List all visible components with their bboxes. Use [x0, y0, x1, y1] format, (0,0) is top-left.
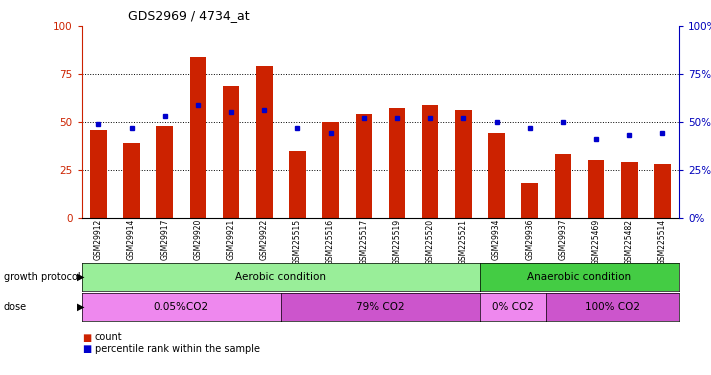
- Text: Aerobic condition: Aerobic condition: [235, 272, 326, 282]
- Bar: [488, 134, 505, 218]
- Text: dose: dose: [4, 302, 27, 312]
- Bar: [521, 183, 538, 218]
- Text: ▶: ▶: [77, 302, 85, 312]
- Text: 100% CO2: 100% CO2: [585, 302, 640, 312]
- Text: count: count: [95, 333, 122, 342]
- Bar: [322, 122, 339, 218]
- Bar: [389, 108, 405, 217]
- Text: Anaerobic condition: Anaerobic condition: [528, 272, 631, 282]
- Bar: [256, 66, 272, 218]
- Text: growth protocol: growth protocol: [4, 272, 80, 282]
- Bar: [455, 110, 471, 218]
- Text: 0% CO2: 0% CO2: [492, 302, 534, 312]
- Bar: [223, 86, 240, 218]
- Bar: [156, 126, 173, 218]
- Bar: [289, 150, 306, 217]
- Text: ■: ■: [82, 344, 91, 354]
- Bar: [588, 160, 604, 218]
- Bar: [654, 164, 670, 218]
- Bar: [422, 105, 439, 218]
- Text: percentile rank within the sample: percentile rank within the sample: [95, 344, 260, 354]
- Bar: [356, 114, 372, 218]
- Text: GDS2969 / 4734_at: GDS2969 / 4734_at: [128, 9, 250, 22]
- Bar: [621, 162, 638, 218]
- Bar: [123, 143, 140, 218]
- Text: ■: ■: [82, 333, 91, 342]
- Text: 79% CO2: 79% CO2: [356, 302, 405, 312]
- Bar: [555, 154, 571, 218]
- Bar: [190, 57, 206, 217]
- Text: 0.05%CO2: 0.05%CO2: [154, 302, 209, 312]
- Bar: [90, 129, 107, 218]
- Text: ▶: ▶: [77, 272, 85, 282]
